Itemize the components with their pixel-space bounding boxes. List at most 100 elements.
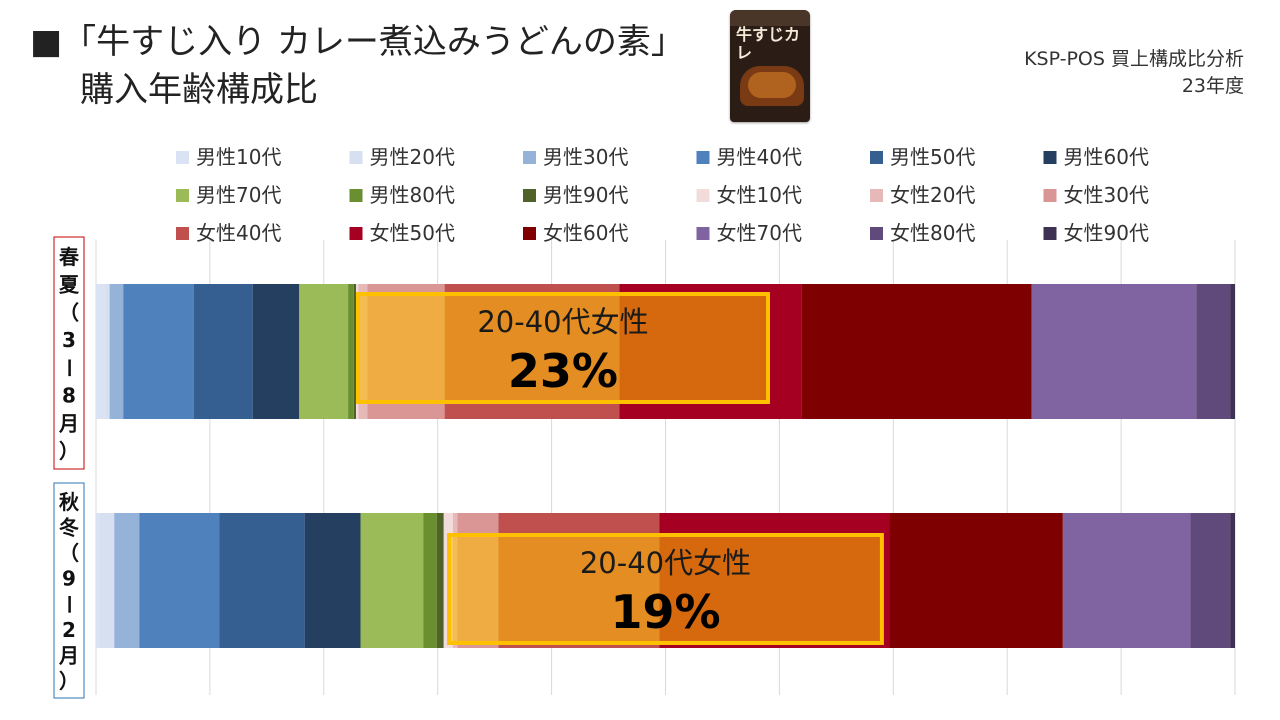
category-label-char: 2: [62, 618, 76, 642]
package-top: [730, 10, 810, 26]
bar-segment: [1031, 284, 1197, 419]
source-line-1: KSP-POS 買上構成比分析: [1024, 48, 1244, 70]
category-label-char: ー: [57, 594, 81, 614]
legend-swatch: [1043, 151, 1057, 164]
legend-swatch: [523, 151, 536, 164]
legend-item: 男性30代: [523, 145, 628, 169]
bar-segment: [1230, 513, 1235, 648]
title-line-2: 購入年齢構成比: [80, 70, 318, 110]
legend-swatch: [176, 151, 189, 164]
highlight-label: 20-40代女性: [477, 305, 648, 339]
legend-swatch: [1043, 189, 1057, 202]
legend-label: 男性70代: [196, 183, 281, 207]
bar-segment: [360, 513, 424, 648]
legend-swatch: [523, 227, 536, 240]
highlight-value: 23%: [508, 344, 618, 398]
category-label-char: ー: [57, 358, 81, 378]
highlight-label: 20-40代女性: [580, 546, 751, 580]
legend-item: 女性50代: [349, 221, 455, 245]
bar-segment: [252, 284, 300, 419]
legend-label: 女性30代: [1064, 183, 1149, 207]
legend-label: 女性90代: [1064, 221, 1149, 245]
legend-swatch: [696, 151, 710, 164]
title-line-1: ■「牛すじ入り カレー煮込みうどんの素」: [30, 22, 685, 62]
category-label-char: ）: [59, 669, 79, 693]
legend-item: 女性60代: [523, 221, 628, 245]
category-label-char: 夏: [59, 273, 80, 297]
bar-segment: [801, 284, 1032, 419]
category-label-char: 秋: [59, 490, 80, 514]
legend-label: 女性80代: [890, 221, 975, 245]
noodle-highlight: [748, 72, 796, 98]
category-label-char: 冬: [59, 515, 79, 539]
legend-item: 男性80代: [349, 183, 455, 207]
chart-title: ■「牛すじ入り カレー煮込みうどんの素」 購入年齢構成比: [30, 18, 685, 114]
legend-swatch: [696, 227, 710, 240]
category-label-char: 9: [62, 567, 76, 591]
bar-segment: [299, 284, 349, 419]
bar-segment: [123, 284, 194, 419]
package-label: 牛すじカレ: [736, 25, 801, 62]
legend-swatch: [523, 189, 536, 202]
category-label-char: 春: [58, 245, 80, 269]
legend-label: 女性50代: [370, 221, 455, 245]
category-label-char: 3: [62, 328, 76, 352]
bar-segment: [99, 513, 115, 648]
legend-item: 女性70代: [696, 221, 802, 245]
bar-segment: [105, 284, 110, 419]
legend-label: 女性40代: [196, 221, 281, 245]
bar-segment: [304, 513, 361, 648]
highlight-annotation: 20-40代女性 23%: [355, 292, 771, 404]
highlight-box: [355, 292, 771, 404]
bar-segment: [219, 513, 305, 648]
category-label-char: ）: [59, 439, 79, 463]
legend-swatch: [870, 151, 883, 164]
legend-item: 女性20代: [870, 183, 975, 207]
legend-item: 女性10代: [696, 183, 802, 207]
legend-item: 男性60代: [1043, 145, 1149, 169]
legend-swatch: [176, 189, 189, 202]
legend-item: 女性30代: [1043, 183, 1149, 207]
legend-swatch: [349, 227, 363, 240]
legend-label: 女性10代: [717, 183, 802, 207]
legend-swatch: [696, 189, 710, 202]
legend-label: 女性70代: [717, 221, 802, 245]
legend-swatch: [349, 189, 363, 202]
bar-segment: [423, 513, 437, 648]
legend-label: 男性30代: [543, 145, 628, 169]
category-label: 春夏 （ 3 ー 8 月 ）: [57, 245, 81, 463]
legend-item: 男性70代: [176, 183, 281, 207]
bar-segment: [353, 284, 357, 419]
legend-swatch: [1043, 227, 1057, 240]
legend-swatch: [176, 227, 189, 240]
bar-segment: [193, 284, 253, 419]
legend-swatch: [870, 227, 883, 240]
bar-segment: [139, 513, 220, 648]
category-label: 秋冬（9 ー 2月）: [57, 490, 81, 693]
bar-segment: [889, 513, 1063, 648]
category-label-box: [53, 236, 85, 470]
bar-segment: [1190, 513, 1231, 648]
highlight-value: 19%: [610, 585, 720, 639]
product-package-image: 牛すじカレ: [730, 10, 810, 122]
category-label-box: [53, 482, 85, 699]
bar-segment: [96, 284, 106, 419]
bar-segment: [1062, 513, 1191, 648]
bar-segment: [1230, 284, 1235, 419]
legend-item: 男性20代: [349, 145, 455, 169]
legend-label: 男性80代: [370, 183, 455, 207]
legend-label: 男性90代: [543, 183, 628, 207]
legend-item: 男性10代: [176, 145, 281, 169]
legend-label: 男性50代: [890, 145, 975, 169]
category-label-char: （: [59, 300, 79, 324]
legend-item: 女性80代: [870, 221, 975, 245]
source-note: KSP-POS 買上構成比分析 23年度: [1024, 46, 1244, 100]
bar-segment: [114, 513, 140, 648]
legend-label: 女性20代: [890, 183, 975, 207]
category-label-char: （: [59, 541, 79, 565]
highlight-annotation: 20-40代女性 19%: [447, 533, 884, 645]
legend-item: 男性40代: [696, 145, 802, 169]
legend-item: 女性40代: [176, 221, 281, 245]
legend-label: 男性20代: [370, 145, 455, 169]
legend-item: 男性50代: [870, 145, 975, 169]
